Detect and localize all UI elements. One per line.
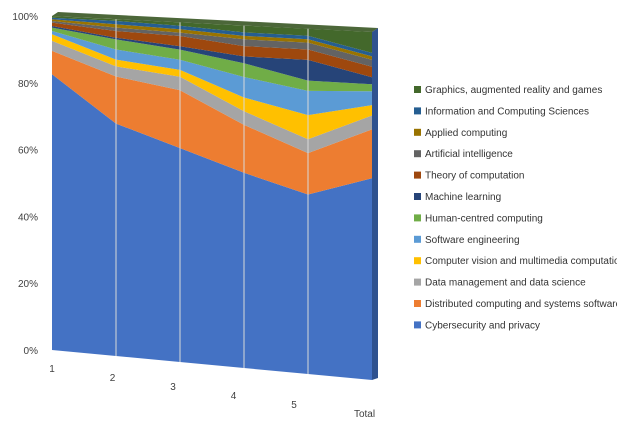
legend-label: Software engineering [425,235,520,246]
y-tick-label: 80% [18,79,38,90]
legend-label: Machine learning [425,192,501,203]
legend-swatch [414,300,421,307]
depth-top-face [52,12,378,32]
y-tick-label: 40% [18,212,38,223]
legend-swatch [414,128,421,136]
x-tick-label: 2 [110,373,116,384]
legend-swatch [414,171,421,179]
vertical-gridlines [115,19,309,374]
legend-swatch [414,214,421,222]
legend-label: Information and Computing Sciences [425,106,589,117]
area-software-engineering [52,31,372,116]
area-machine-learning [52,26,372,85]
legend-label: Graphics, augmented reality and games [425,85,602,96]
legend-swatch [414,107,421,115]
y-tick-label: 100% [12,12,38,23]
y-tick-label: 0% [24,346,39,357]
area-human-centred-computing [52,27,372,92]
x-axis: 1 2 3 4 5 Total [49,364,375,420]
depth-side-face [372,28,378,380]
legend-label: Theory of computation [425,171,525,182]
legend-label: Computer vision and multimedia computati… [425,256,617,267]
area-cybersecurity-and-privacy [52,74,372,380]
x-tick-label: 5 [291,400,297,411]
legend-label: Data management and data science [425,278,586,289]
area-computer-vision-and-multimedia-computation [52,34,372,140]
legend-swatch [414,257,421,265]
y-tick-label: 20% [18,279,38,290]
legend-label: Distributed computing and systems softwa… [425,299,617,310]
legend-label: Applied computing [425,128,507,139]
x-tick-label: 1 [49,364,55,375]
legend-label: Human-centred computing [425,213,543,224]
legend-swatch [414,278,421,286]
area-theory-of-computation [52,22,372,78]
legend-swatch [414,150,421,158]
legend-label: Cybersecurity and privacy [425,320,540,331]
x-tick-label: 4 [231,391,237,402]
y-tick-label: 60% [18,146,38,157]
legend-swatch [414,86,421,93]
x-tick-label: 3 [170,382,176,393]
plot-area [52,12,378,380]
area-data-management-and-data-science [52,40,372,154]
y-axis: 0% 20% 40% 60% 80% 100% [12,12,38,357]
legend-label: Artificial intelligence [425,149,513,160]
legend-swatch [414,321,421,329]
area-distributed-computing-and-systems-software [52,50,372,195]
legend-swatch [414,193,421,200]
x-tick-label: Total [354,409,375,420]
legend: Graphics, augmented reality and games Inf… [414,85,617,331]
legend-swatch [414,235,421,243]
